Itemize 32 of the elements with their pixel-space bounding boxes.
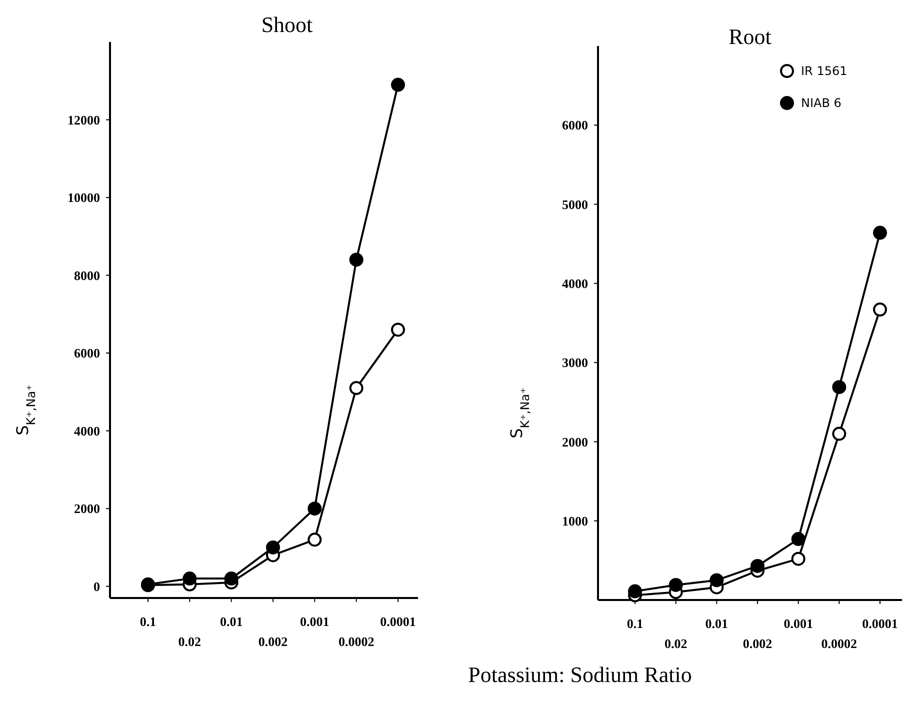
legend-label: NIAB 6	[801, 96, 842, 110]
x-tick-label: 0.001	[784, 616, 813, 631]
y-tick-label: 6000	[74, 346, 100, 361]
chart-title: Root	[728, 24, 772, 49]
chart-title: Shoot	[261, 12, 313, 37]
x-tick-label: 0.002	[258, 634, 288, 649]
x-tick-label: 0.0002	[821, 636, 858, 651]
y-tick-label: 10000	[68, 190, 100, 206]
x-tick-label: 0.0001	[380, 614, 416, 629]
x-tick-label: 0.0002	[338, 634, 374, 649]
y-tick-label: 6000	[562, 118, 588, 133]
y-tick-label: 1000	[562, 513, 588, 528]
y-tick-label: 8000	[74, 268, 100, 283]
x-tick-label: 0.1	[626, 616, 644, 631]
x-axis-title: Potassium: Sodium Ratio	[468, 662, 692, 687]
x-tick-label: 0.0001	[862, 616, 898, 631]
x-tick-label: 0.002	[742, 636, 772, 651]
y-tick-label: 4000	[562, 276, 588, 291]
x-tick-label: 0.1	[140, 614, 156, 629]
y-tick-label: 4000	[74, 423, 100, 438]
x-tick-label: 0.01	[220, 614, 243, 629]
x-tick-label: 0.001	[300, 614, 330, 629]
y-tick-label: 2000	[74, 501, 100, 516]
legend-label: IR 1561	[801, 64, 848, 78]
y-tick-label: 3000	[562, 355, 588, 370]
x-tick-label: 0.02	[664, 636, 688, 651]
y-tick-label: 0	[94, 578, 100, 594]
x-tick-label: 0.01	[705, 616, 728, 631]
y-tick-label: 12000	[68, 112, 100, 128]
y-tick-label: 2000	[562, 434, 588, 450]
y-tick-label: 5000	[562, 196, 588, 212]
x-tick-label: 0.02	[178, 634, 202, 649]
